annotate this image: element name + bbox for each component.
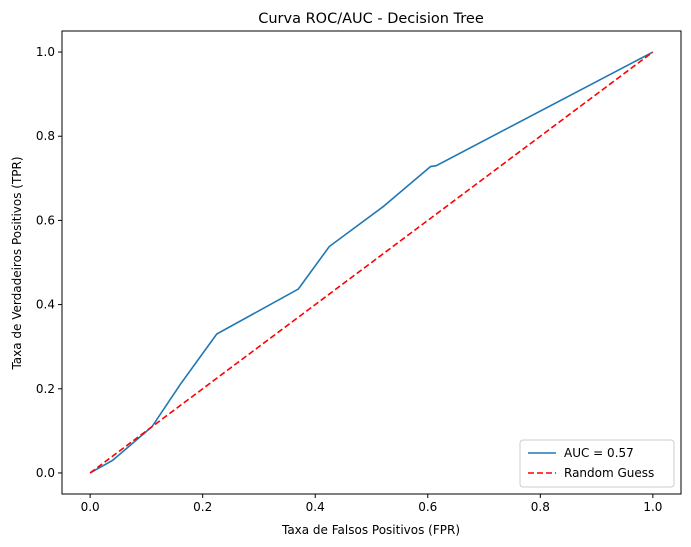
chart-title: Curva ROC/AUC - Decision Tree	[258, 11, 484, 27]
x-tick-label: 0.8	[531, 500, 550, 514]
y-axis-label: Taxa de Verdadeiros Positivos (TPR)	[10, 156, 24, 370]
x-tick-label: 0.0	[81, 500, 100, 514]
y-tick-label: 1.0	[36, 45, 55, 59]
x-axis: 0.0 0.2 0.4 0.6 0.8 1.0	[81, 494, 662, 514]
x-tick-label: 0.2	[193, 500, 212, 514]
x-axis-label: Taxa de Falsos Positivos (FPR)	[281, 523, 460, 537]
y-axis: 0.0 0.2 0.4 0.6 0.8 1.0	[36, 45, 62, 480]
x-tick-label: 0.6	[418, 500, 437, 514]
y-tick-label: 0.4	[36, 298, 55, 312]
x-tick-label: 0.4	[306, 500, 325, 514]
plot-area	[61, 30, 682, 495]
y-tick-label: 0.8	[36, 129, 55, 143]
y-tick-label: 0.0	[36, 466, 55, 480]
y-tick-label: 0.2	[36, 382, 55, 396]
legend-box	[519, 439, 675, 488]
plot-frame	[61, 30, 682, 495]
series-line-random-guess	[89, 51, 654, 474]
legend-entry-label: AUC = 0.57	[564, 446, 634, 460]
y-tick-label: 0.6	[36, 213, 55, 227]
series-line-roc	[89, 51, 654, 474]
x-tick-label: 1.0	[643, 500, 662, 514]
legend-entry-label: Random Guess	[564, 466, 654, 480]
legend: AUC = 0.57 Random Guess	[519, 439, 675, 488]
